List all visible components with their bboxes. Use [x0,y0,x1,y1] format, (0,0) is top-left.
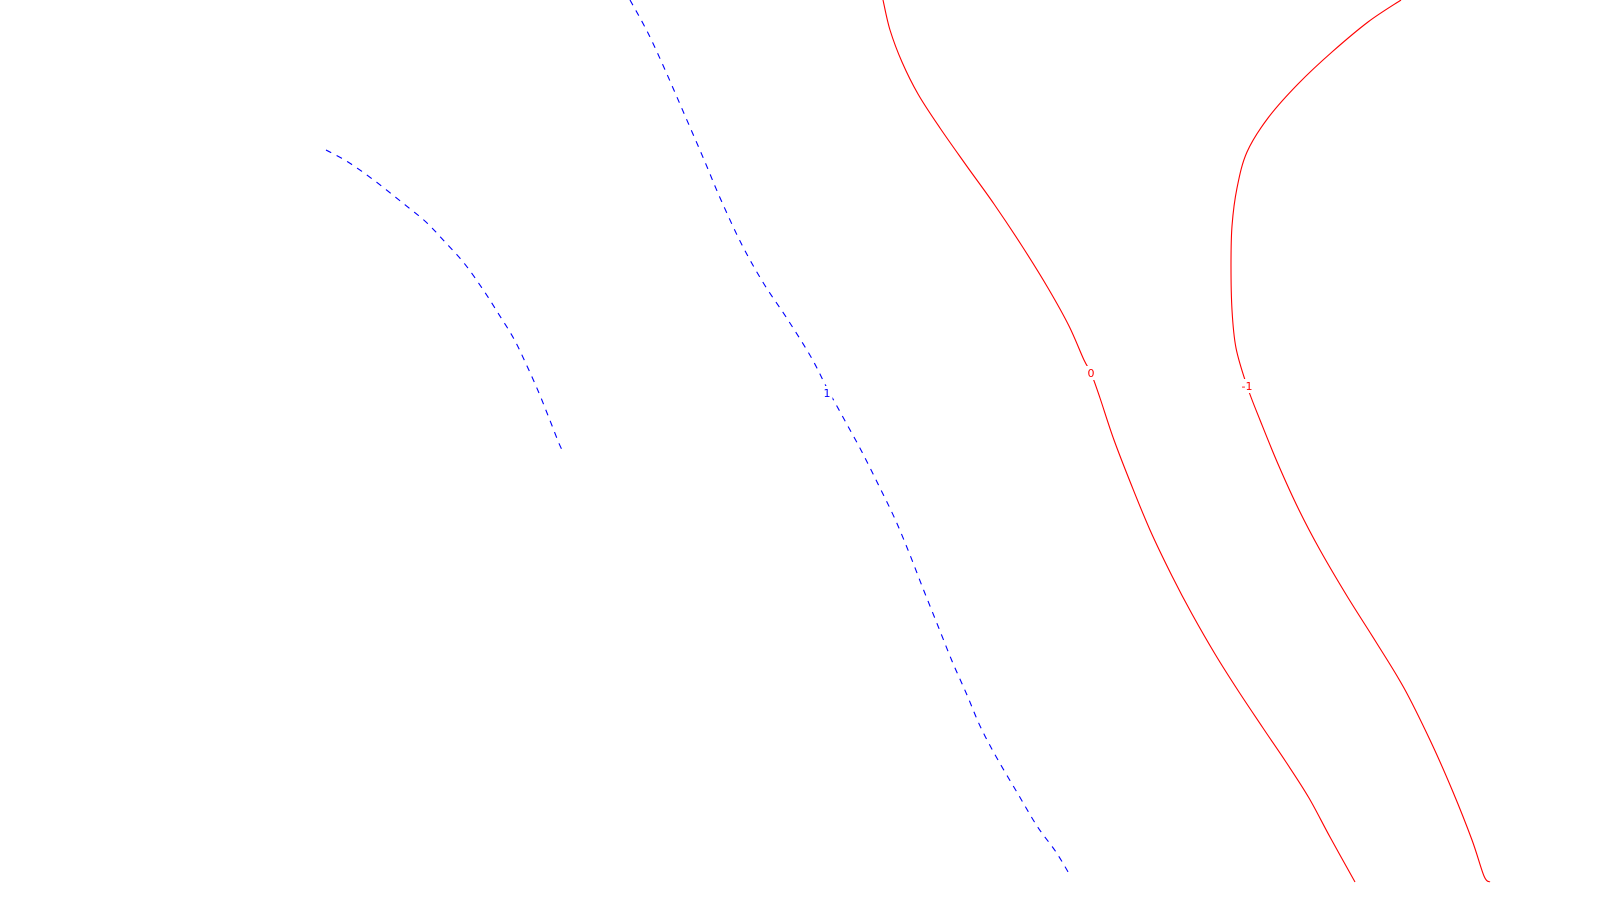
contour-line-level-0-seg-0 [882,0,1356,883]
contour-line-level-1-seg-0 [325,149,564,453]
contour-line-level-1-seg-1 [629,0,1072,878]
contour-label-bg [1238,379,1256,393]
contour-label-level-1: 1 [824,387,831,400]
contour-label-bg [821,386,833,400]
contour-line-level-neg1-seg-0 [1230,0,1491,883]
contour-label-level-neg1: -1 [1242,380,1253,393]
contour-label-level-0: 0 [1088,367,1095,380]
contour-label-bg [1085,366,1097,380]
